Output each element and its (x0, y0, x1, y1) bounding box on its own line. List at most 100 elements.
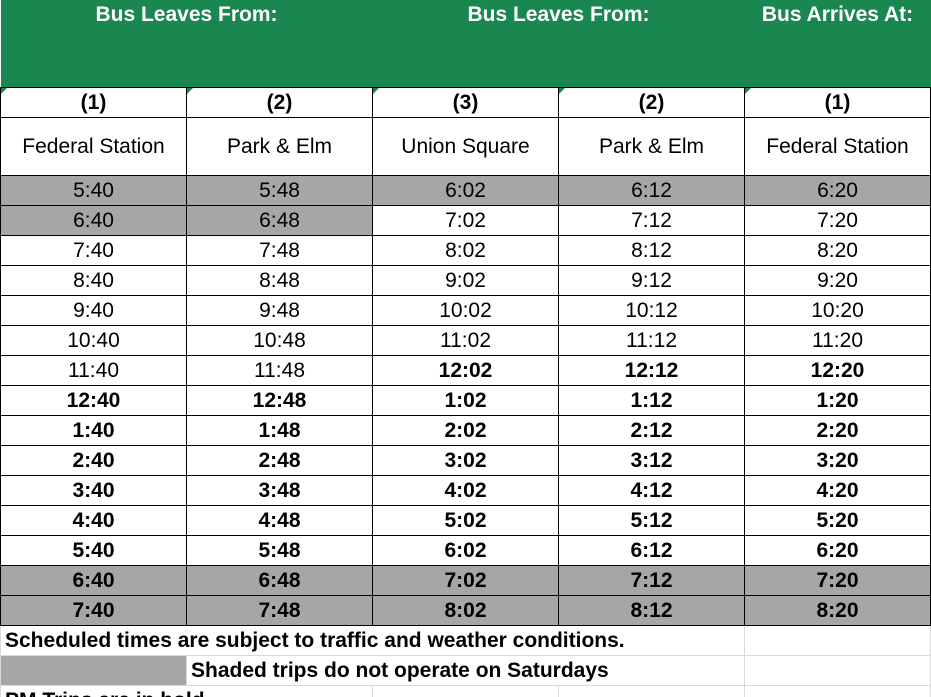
trip-time-cell[interactable]: 1:12 (558, 385, 745, 416)
header-bus-leaves-2: Bus Leaves From: (372, 0, 745, 88)
trip-row: 11:40 11:48 12:02 12:12 12:20 (0, 355, 931, 386)
note-row: PM Trips are in bold (0, 685, 931, 697)
trip-time-cell[interactable]: 3:40 (0, 475, 187, 506)
trip-time-cell[interactable]: 7:48 (186, 235, 373, 266)
trip-time-cell[interactable]: 8:20 (744, 235, 931, 266)
trip-time-cell[interactable]: 10:02 (372, 295, 559, 326)
trip-time-cell[interactable]: 11:02 (372, 325, 559, 356)
trip-time-cell[interactable]: 7:02 (372, 565, 559, 596)
trip-time-cell[interactable]: 6:12 (558, 175, 745, 206)
trip-time-cell[interactable]: 12:40 (0, 385, 187, 416)
empty-cell[interactable] (372, 685, 559, 697)
trip-time-cell[interactable]: 8:40 (0, 265, 187, 296)
empty-cell[interactable] (744, 625, 931, 656)
trip-row: 2:40 2:48 3:02 3:12 3:20 (0, 445, 931, 476)
trip-time-cell[interactable]: 2:12 (558, 415, 745, 446)
trip-time-cell[interactable]: 4:20 (744, 475, 931, 506)
trip-time-cell[interactable]: 7:40 (0, 595, 187, 626)
trip-time-cell[interactable]: 8:48 (186, 265, 373, 296)
trip-time-cell[interactable]: 1:20 (744, 385, 931, 416)
stop-number[interactable]: (3) (372, 87, 559, 118)
trip-time-cell[interactable]: 7:02 (372, 205, 559, 236)
trip-time-cell[interactable]: 6:20 (744, 535, 931, 566)
trip-time-cell[interactable]: 3:12 (558, 445, 745, 476)
trip-time-cell[interactable]: 9:20 (744, 265, 931, 296)
trip-time-cell[interactable]: 5:48 (186, 175, 373, 206)
trip-time-cell[interactable]: 6:12 (558, 535, 745, 566)
trip-time-cell[interactable]: 2:02 (372, 415, 559, 446)
trip-time-cell[interactable]: 9:40 (0, 295, 187, 326)
trip-time-cell[interactable]: 8:12 (558, 595, 745, 626)
trip-time-cell[interactable]: 5:12 (558, 505, 745, 536)
stop-name[interactable]: Park & Elm (186, 117, 373, 176)
stop-number[interactable]: (2) (558, 87, 745, 118)
trip-time-cell[interactable]: 8:02 (372, 595, 559, 626)
trip-time-cell[interactable]: 4:40 (0, 505, 187, 536)
trip-time-cell[interactable]: 12:12 (558, 355, 745, 386)
note-bold: PM Trips are in bold (0, 685, 373, 697)
trip-time-cell[interactable]: 7:20 (744, 565, 931, 596)
trip-time-cell[interactable]: 1:02 (372, 385, 559, 416)
trip-time-cell[interactable]: 7:12 (558, 565, 745, 596)
stop-number[interactable]: (1) (0, 87, 187, 118)
trip-time-cell[interactable]: 2:40 (0, 445, 187, 476)
stop-name[interactable]: Union Square (372, 117, 559, 176)
trip-time-cell[interactable]: 8:20 (744, 595, 931, 626)
empty-cell[interactable] (744, 685, 931, 697)
trip-row: 12:40 12:48 1:02 1:12 1:20 (0, 385, 931, 416)
stop-number[interactable]: (1) (744, 87, 931, 118)
trip-time-cell[interactable]: 12:20 (744, 355, 931, 386)
trip-time-cell[interactable]: 12:02 (372, 355, 559, 386)
trip-time-cell[interactable]: 5:40 (0, 535, 187, 566)
trip-time-cell[interactable]: 9:02 (372, 265, 559, 296)
trip-time-cell[interactable]: 10:12 (558, 295, 745, 326)
trip-time-cell[interactable]: 6:48 (186, 205, 373, 236)
note-row: Scheduled times are subject to traffic a… (0, 625, 931, 656)
stop-number[interactable]: (2) (186, 87, 373, 118)
trip-time-cell[interactable]: 6:40 (0, 565, 187, 596)
trip-time-cell[interactable]: 10:48 (186, 325, 373, 356)
trip-time-cell[interactable]: 4:48 (186, 505, 373, 536)
empty-cell[interactable] (558, 685, 745, 697)
trip-time-cell[interactable]: 3:48 (186, 475, 373, 506)
trip-time-cell[interactable]: 11:48 (186, 355, 373, 386)
empty-cell[interactable] (744, 655, 931, 686)
trip-time-cell[interactable]: 10:40 (0, 325, 187, 356)
trip-time-cell[interactable]: 10:20 (744, 295, 931, 326)
trip-time-cell[interactable]: 11:40 (0, 355, 187, 386)
trip-row: 6:40 6:48 7:02 7:12 7:20 (0, 565, 931, 596)
stop-name[interactable]: Federal Station (0, 117, 187, 176)
trip-time-cell[interactable]: 6:20 (744, 175, 931, 206)
trip-time-cell[interactable]: 8:02 (372, 235, 559, 266)
trip-time-cell[interactable]: 2:20 (744, 415, 931, 446)
trip-time-cell[interactable]: 6:40 (0, 205, 187, 236)
trip-time-cell[interactable]: 2:48 (186, 445, 373, 476)
trip-time-cell[interactable]: 6:02 (372, 175, 559, 206)
trip-time-cell[interactable]: 7:20 (744, 205, 931, 236)
trip-time-cell[interactable]: 5:40 (0, 175, 187, 206)
trip-time-cell[interactable]: 5:48 (186, 535, 373, 566)
trip-time-cell[interactable]: 3:02 (372, 445, 559, 476)
trip-time-cell[interactable]: 7:12 (558, 205, 745, 236)
stop-name[interactable]: Federal Station (744, 117, 931, 176)
trip-time-cell[interactable]: 1:48 (186, 415, 373, 446)
trip-time-cell[interactable]: 9:12 (558, 265, 745, 296)
trip-time-cell[interactable]: 5:02 (372, 505, 559, 536)
trip-time-cell[interactable]: 8:12 (558, 235, 745, 266)
trip-time-cell[interactable]: 5:20 (744, 505, 931, 536)
trip-time-cell[interactable]: 6:02 (372, 535, 559, 566)
trip-time-cell[interactable]: 7:48 (186, 595, 373, 626)
trip-time-cell[interactable]: 1:40 (0, 415, 187, 446)
trip-time-cell[interactable]: 3:20 (744, 445, 931, 476)
trip-time-cell[interactable]: 11:12 (558, 325, 745, 356)
trip-time-cell[interactable]: 4:02 (372, 475, 559, 506)
note-traffic: Scheduled times are subject to traffic a… (0, 625, 745, 656)
trip-time-cell[interactable]: 9:48 (186, 295, 373, 326)
trip-time-cell[interactable]: 7:40 (0, 235, 187, 266)
trip-time-cell[interactable]: 11:20 (744, 325, 931, 356)
stop-name[interactable]: Park & Elm (558, 117, 745, 176)
trip-time-cell[interactable]: 4:12 (558, 475, 745, 506)
trip-time-cell[interactable]: 12:48 (186, 385, 373, 416)
trip-time-cell[interactable]: 6:48 (186, 565, 373, 596)
